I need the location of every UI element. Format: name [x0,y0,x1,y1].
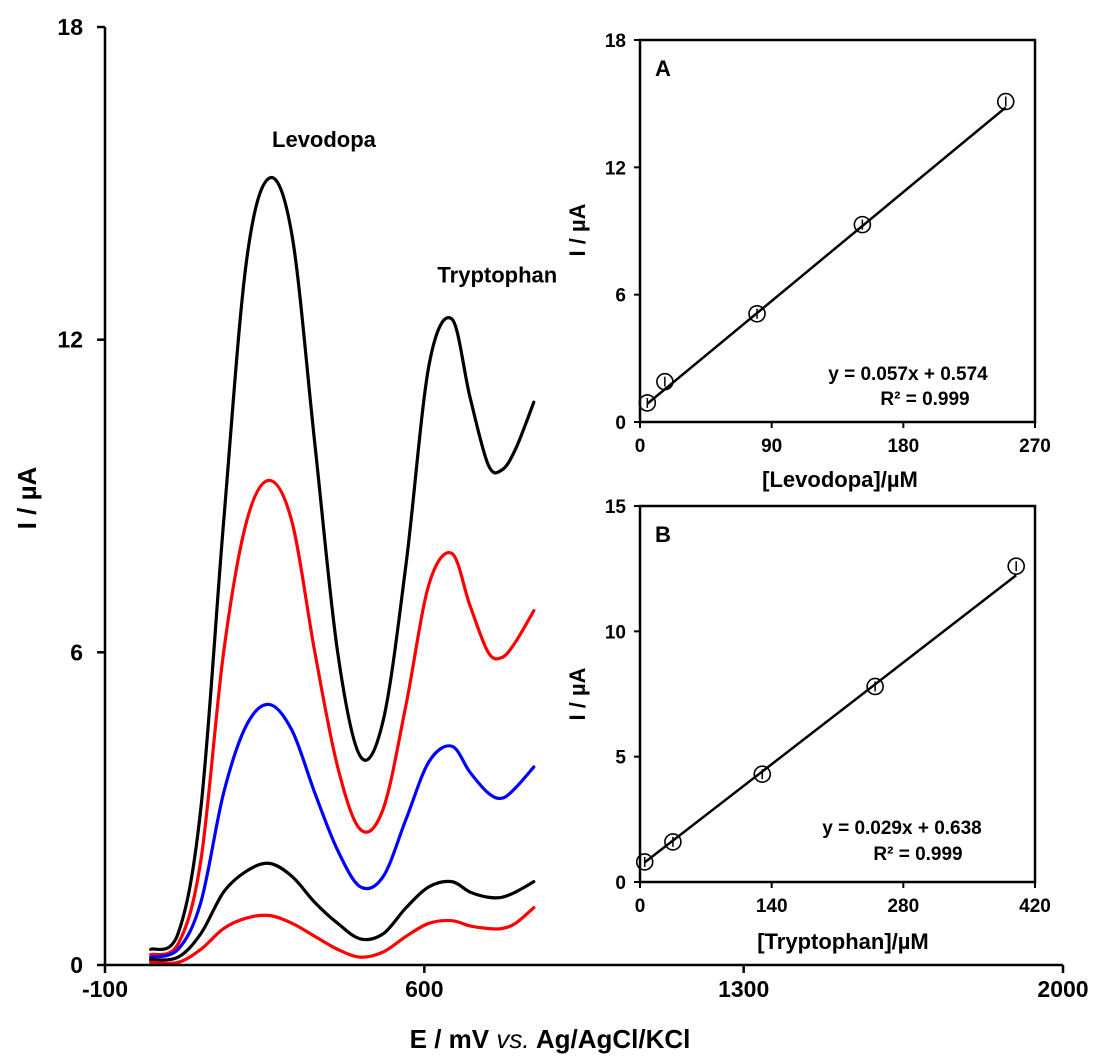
inset-a-fit-line [646,106,1007,405]
inset-b-title: B [655,522,671,547]
inset-b-content: 0 140 280 420 0 5 10 15 [605,497,1051,917]
x-title-italic: vs. [496,1024,529,1054]
main-y-tick-label: 0 [70,952,83,978]
inset-b-y-tick-label: 0 [615,873,626,894]
inset-b-y-tick-label: 15 [605,497,627,518]
inset-a-data-point [748,304,766,323]
inset-a-x-tick-label: 270 [1019,436,1051,457]
inset-b-y-tick-label: 10 [605,622,626,643]
inset-a-x-axis-title: [Levodopa]/µM [762,467,918,492]
inset-b-data-point [664,833,682,851]
inset-b: 0 140 280 420 0 5 10 15 B y = 0.029x + 0.638 R²… [565,497,1051,954]
inset-b-data-point [753,765,772,784]
inset-a-content: 0 90 180 270 0 6 12 18 [605,31,1051,457]
main-annotations: Levodopa Tryptophan [272,127,557,287]
main-y-tick-label: 12 [57,327,83,353]
inset-b-x-tick-label: 280 [887,896,919,917]
x-title-rest: Ag/AgCl/KCl [530,1024,691,1054]
inset-b-fit-line [643,574,1017,864]
series-line-5 [149,906,536,965]
inset-a-x-tick-label: 0 [635,436,646,457]
main-x-tick-label: -100 [82,976,128,1002]
inset-b-data-point [1007,557,1025,575]
inset-a-r-squared: R² = 0.999 [880,389,969,410]
inset-a: 0 90 180 270 0 6 12 18 A y = 0.057x + 0.574 R² … [565,31,1051,492]
inset-a-x-tick-label: 180 [887,436,919,457]
inset-a-y-tick-label: 6 [615,286,626,307]
series-line-2 [149,478,536,957]
inset-a-y-axis-title: I / µA [565,203,590,256]
main-y-tick-label: 6 [70,639,83,665]
series-line-3 [149,702,536,959]
annotation-tryptophan: Tryptophan [437,262,557,287]
main-x-tick-label: 2000 [1037,976,1088,1002]
inset-a-data-point [996,92,1015,111]
inset-a-y-tick-label: 18 [605,31,626,52]
main-y-tick-label: 18 [57,14,83,40]
inset-a-data-point [656,372,674,391]
inset-a-title: A [655,56,671,81]
x-title-main: E / mV [410,1024,497,1054]
inset-a-y-tick-label: 12 [605,158,626,179]
inset-a-equation: y = 0.057x + 0.574 [828,364,988,385]
inset-b-x-tick-label: 0 [635,896,646,917]
series-line-4 [149,861,536,962]
inset-b-data-point [866,677,884,696]
inset-a-x-tick-label: 90 [761,436,782,457]
inset-a-y-tick-label: 0 [615,413,626,434]
inset-b-x-tick-label: 420 [1019,896,1051,917]
series-line-1 [149,175,536,952]
inset-b-y-axis-title: I / µA [565,667,590,720]
inset-b-data-point [635,853,654,871]
inset-b-x-axis-title: [Tryptophan]/µM [757,929,929,954]
inset-b-frame [638,504,1037,884]
inset-a-frame [638,38,1037,424]
inset-a-data-point [638,394,657,412]
inset-a-data-point [853,215,872,234]
annotation-levodopa: Levodopa [272,127,377,152]
main-plot: Levodopa Tryptophan -100 600 1300 200006121… [12,14,1089,1054]
inset-b-r-squared: R² = 0.999 [873,844,962,865]
inset-b-x-tick-label: 140 [756,896,788,917]
main-x-tick-label: 1300 [718,976,769,1002]
main-y-axis-title: I / µA [12,466,42,529]
main-curves [149,175,536,965]
inset-b-equation: y = 0.029x + 0.638 [822,818,982,839]
main-x-tick-label: 600 [405,976,443,1002]
main-x-axis-title: E / mV vs. Ag/AgCl/KCl [410,1024,691,1054]
inset-b-y-tick-label: 5 [615,748,626,769]
